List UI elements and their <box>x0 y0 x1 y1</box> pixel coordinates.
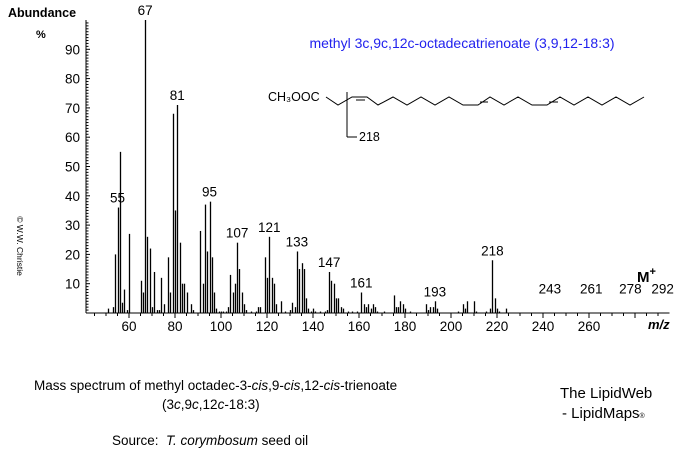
x-tick-label: 260 <box>578 319 601 334</box>
caption-line-2: (3c,9c,12c-18:3) <box>162 397 260 412</box>
caption-line-1: Mass spectrum of methyl octadec-3-cis,9-… <box>34 378 398 393</box>
fragment-label: 218 <box>359 130 380 144</box>
chart-title: methyl 3c,9c,12c-octadecatrienoate (3,9,… <box>309 35 614 51</box>
mass-spectrum-chart: 10 20 30 40 50 60 70 80 90 60 80 100 120 140 160 180 200… <box>8 3 674 334</box>
peak-label: 261 <box>580 281 603 296</box>
structure-formula: CH₃OOC <box>268 90 320 104</box>
peak-label: 107 <box>226 226 249 241</box>
y-tick-label: 80 <box>65 72 80 87</box>
y-axis-unit: % <box>36 29 46 41</box>
y-tick-label: 10 <box>65 277 80 292</box>
peak-label: 193 <box>424 284 447 299</box>
x-tick-label: 200 <box>440 319 463 334</box>
peak-label: 218 <box>481 243 504 258</box>
copyright: © W.W. Christie <box>15 216 25 276</box>
brand-line-1: The LipidWeb <box>560 385 653 402</box>
peak-label: 67 <box>138 3 153 18</box>
y-axis-title: Abundance <box>8 6 76 20</box>
y-tick-label: 50 <box>65 160 80 175</box>
x-tick-label: 180 <box>394 319 417 334</box>
x-tick-label: 100 <box>210 319 233 334</box>
x-tick-label: 140 <box>302 319 325 334</box>
peak-label: 147 <box>318 255 341 270</box>
spectrum-peaks <box>107 20 508 313</box>
peak-label: 292 <box>651 281 674 296</box>
peak-labels: 55 67 81 95 107 121 133 147 161 193 218 243 261 278 29… <box>110 3 674 299</box>
x-tick-label: 220 <box>486 319 509 334</box>
y-tick-label: 70 <box>65 101 80 116</box>
chemical-structure: CH₃OOC 218 <box>268 90 645 144</box>
molecular-ion-label: M+ <box>637 266 656 286</box>
peak-label: 133 <box>286 234 309 249</box>
x-tick-label: 120 <box>256 319 279 334</box>
y-tick-label: 20 <box>65 247 80 262</box>
y-tick-label: 40 <box>65 189 80 204</box>
x-tick-label: 60 <box>121 319 136 334</box>
peak-label: 55 <box>110 191 125 206</box>
peak-label: 243 <box>539 281 562 296</box>
peak-label: 161 <box>350 275 373 290</box>
chart-axes: 10 20 30 40 50 60 70 80 90 60 80 100 120 140 160 180 200… <box>65 20 670 334</box>
x-tick-label: 240 <box>532 319 555 334</box>
peak-label: 121 <box>258 220 281 235</box>
y-tick-label: 30 <box>65 218 80 233</box>
y-tick-label: 60 <box>65 130 80 145</box>
x-tick-label: 160 <box>348 319 371 334</box>
peak-label: 81 <box>170 88 185 103</box>
y-tick-label: 90 <box>65 42 80 57</box>
x-axis-title: m/z <box>648 317 670 332</box>
x-tick-label: 80 <box>167 319 182 334</box>
brand-line-2: - LipidMaps® <box>562 405 645 422</box>
peak-label: 278 <box>619 281 642 296</box>
source-line: Source: T. corymbosum seed oil <box>112 433 309 448</box>
peak-label: 95 <box>202 185 217 200</box>
